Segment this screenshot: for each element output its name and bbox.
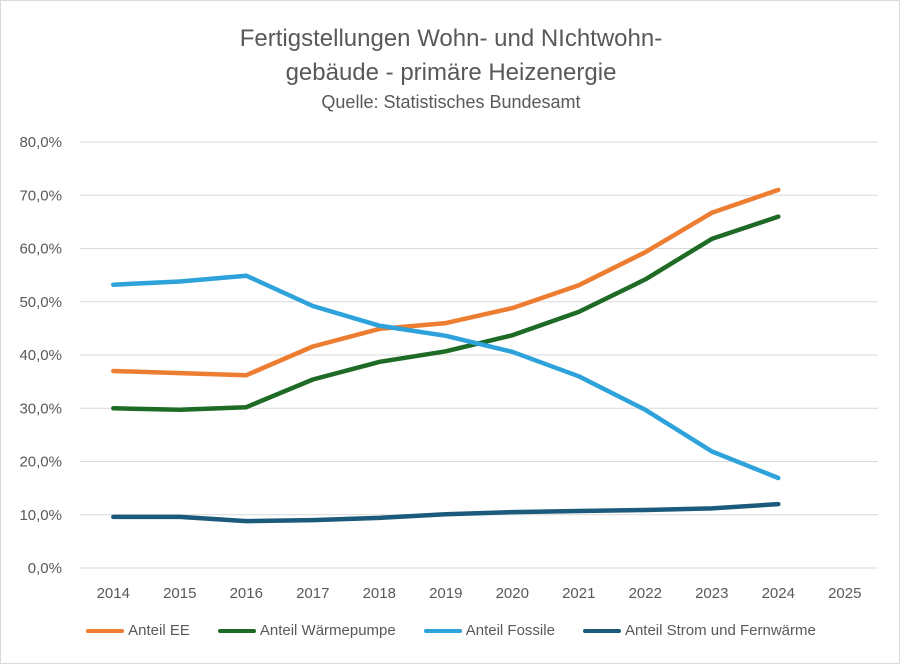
legend-label: Anteil Fossile	[465, 622, 555, 639]
series-lines	[111, 187, 781, 524]
x-tick-label: 2016	[230, 585, 263, 602]
x-tick-label: 2018	[363, 585, 396, 602]
y-tick-label: 0,0%	[28, 560, 62, 577]
x-tick-label: 2025	[828, 585, 861, 602]
y-tick-label: 10,0%	[19, 507, 62, 524]
legend-label: Anteil Wärmepumpe	[259, 622, 396, 639]
legend-label: Anteil EE	[128, 622, 190, 639]
y-tick-label: 20,0%	[19, 454, 62, 471]
legend-item: Anteil Strom und Fernwärme	[582, 622, 816, 639]
x-tick-label: 2019	[429, 585, 462, 602]
series-line-3	[111, 273, 781, 481]
y-tick-label: 80,0%	[19, 134, 62, 151]
y-tick-label: 30,0%	[19, 400, 62, 417]
x-tick-label: 2022	[629, 585, 662, 602]
x-tick-label: 2021	[562, 585, 595, 602]
x-tick-label: 2020	[496, 585, 529, 602]
y-tick-label: 60,0%	[19, 241, 62, 258]
series-line-2	[111, 214, 781, 413]
legend-item: Anteil Wärmepumpe	[217, 622, 396, 639]
series-line-1	[111, 187, 781, 378]
chart-title-block: Fertigstellungen Wohn- und NIchtwohn- ge…	[0, 22, 902, 114]
gridlines	[80, 141, 878, 569]
legend-item: Anteil Fossile	[423, 622, 555, 639]
legend-item: Anteil EE	[86, 622, 190, 639]
legend-swatch	[217, 628, 256, 633]
series-line-4	[111, 501, 781, 524]
y-axis-ticks: 0,0% 10,0% 20,0% 30,0% 40,0% 50,0% 60,0% 70,0% 8…	[19, 134, 62, 577]
x-axis-ticks: 2014 2015 2016 2017 2018 2019 2020 2021 2022 2023…	[97, 585, 862, 602]
x-tick-label: 2017	[296, 585, 329, 602]
chart-legend: Anteil EE Anteil Wärmepumpe Anteil Fossile…	[0, 622, 902, 639]
y-tick-label: 40,0%	[19, 347, 62, 364]
chart-subtitle: Quelle: Statistisches Bundesamt	[321, 92, 581, 112]
x-tick-label: 2014	[97, 585, 130, 602]
legend-label: Anteil Strom und Fernwärme	[624, 622, 816, 639]
x-tick-label: 2015	[163, 585, 196, 602]
y-tick-label: 50,0%	[19, 294, 62, 311]
legend-swatch	[423, 628, 462, 633]
x-tick-label: 2024	[762, 585, 795, 602]
x-tick-label: 2023	[695, 585, 728, 602]
y-tick-label: 70,0%	[19, 187, 62, 204]
legend-swatch	[582, 628, 621, 633]
chart-title: Fertigstellungen Wohn- und NIchtwohn- ge…	[239, 25, 663, 86]
legend-swatch	[86, 628, 125, 633]
